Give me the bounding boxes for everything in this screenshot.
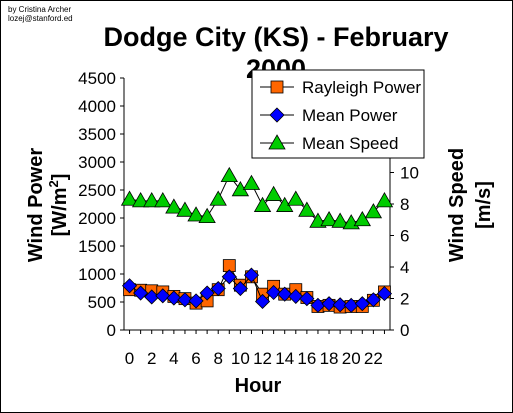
data-point-diamond: [177, 292, 193, 308]
legend-label: Rayleigh Power: [302, 78, 421, 97]
data-point-triangle: [131, 192, 150, 208]
data-point-triangle: [287, 190, 305, 206]
data-point-triangle: [187, 206, 205, 222]
data-point-diamond: [121, 278, 138, 294]
data-point-diamond: [266, 284, 282, 301]
data-point-triangle: [353, 210, 371, 227]
y-left-tick-label: 2500: [78, 181, 116, 200]
data-point-triangle: [198, 207, 216, 224]
x-tick-label: 8: [213, 349, 222, 368]
data-point-diamond: [210, 280, 226, 297]
data-point-diamond: [321, 296, 337, 312]
y-right-tick-label: 2: [400, 290, 409, 309]
data-point-diamond: [365, 292, 381, 308]
legend-label: Mean Speed: [302, 134, 398, 153]
y-left-label-unit-sup: 2: [46, 180, 61, 187]
data-point-diamond: [254, 293, 271, 310]
data-point-diamond: [133, 285, 149, 301]
y-left-tick-label: 0: [107, 321, 116, 340]
plot-area: 2000050010001500200025003000350040004500…: [78, 54, 419, 368]
data-point-diamond: [243, 267, 260, 283]
data-point-diamond: [299, 291, 315, 307]
data-point-diamond: [166, 290, 182, 306]
data-point-triangle: [143, 192, 161, 208]
y-left-label-unit-text: [W/m: [49, 188, 71, 237]
data-point-triangle: [320, 210, 338, 227]
legend: Rayleigh Power Mean Power Mean Speed: [251, 69, 425, 159]
data-point-triangle: [253, 196, 272, 212]
y-right-label-unit: [m/s]: [473, 181, 495, 229]
y-left-tick-label: 4500: [78, 69, 116, 88]
x-tick-label: 6: [191, 349, 200, 368]
credit-line-author: by Cristina Archer: [8, 5, 72, 14]
legend-label: Mean Power: [302, 106, 398, 125]
data-point-diamond: [155, 288, 171, 304]
data-point-triangle: [165, 198, 183, 214]
x-tick-label: 20: [342, 349, 361, 368]
data-point-triangle: [331, 212, 349, 228]
chart-title: Dodge City (KS) - February: [103, 22, 448, 52]
y-left-tick-label: 4000: [78, 97, 116, 116]
data-point-triangle: [375, 192, 394, 208]
x-axis-label: Hour: [235, 375, 282, 397]
data-point-triangle: [364, 203, 383, 219]
y-left-tick-label: 500: [88, 293, 116, 312]
y-axis-label-left: Wind Power [W/m2]: [25, 148, 71, 262]
data-point-diamond: [199, 285, 215, 301]
data-point-diamond: [232, 280, 248, 297]
y-right-tick-label: 6: [400, 227, 409, 246]
data-point-diamond: [332, 297, 348, 313]
y-left-tick-label: 1000: [78, 265, 116, 284]
data-point-triangle: [120, 190, 139, 206]
data-point-diamond: [144, 289, 160, 305]
data-point-triangle: [264, 185, 283, 201]
data-point-diamond: [354, 296, 370, 312]
series-mean-speed: [120, 166, 394, 230]
x-tick-label: 16: [297, 349, 316, 368]
x-tick-label: 0: [125, 349, 134, 368]
y-left-tick-label: 3500: [78, 125, 116, 144]
y-left-tick-label: 1500: [78, 237, 116, 256]
chart-title-line-1: Dodge City (KS) - February: [103, 22, 448, 52]
data-point-triangle: [242, 174, 261, 190]
y-right-tick-label: 0: [400, 321, 409, 340]
x-tick-label: 14: [275, 349, 294, 368]
y-right-tick-label: 4: [400, 258, 409, 277]
legend-marker-square: [270, 80, 284, 94]
data-point-diamond: [277, 286, 293, 302]
data-point-diamond: [288, 288, 304, 304]
y-left-label-unit: [W/m2]: [46, 174, 71, 237]
data-point-diamond: [376, 286, 393, 302]
x-tick-label: 18: [320, 349, 339, 368]
y-right-label-main: Wind Speed: [446, 148, 468, 262]
data-point-triangle: [209, 190, 227, 206]
data-point-diamond: [221, 269, 237, 285]
x-tick-label: 22: [364, 349, 383, 368]
legend-marker-triangle: [268, 134, 286, 150]
credit-line-email: lozej@stanford.ed: [8, 14, 73, 23]
x-tick-label: 2: [147, 349, 156, 368]
data-point-triangle: [298, 201, 316, 217]
x-tick-label: 10: [231, 349, 250, 368]
series-mean-power: [121, 267, 393, 313]
y-left-tick-label: 3000: [78, 153, 116, 172]
y-left-label-unit-close: ]: [49, 174, 71, 181]
series-line: [129, 174, 385, 224]
author-credit: by Cristina Archer lozej@stanford.ed: [8, 5, 73, 23]
legend-marker-diamond: [269, 107, 285, 123]
y-left-tick-label: 2000: [78, 209, 116, 228]
y-left-label-main: Wind Power: [25, 148, 47, 262]
y-right-tick-label: 8: [400, 195, 409, 214]
data-point-diamond: [188, 293, 204, 309]
x-tick-label: 4: [169, 349, 178, 368]
data-point-triangle: [220, 166, 238, 183]
y-axis-label-right: Wind Speed [m/s]: [446, 148, 495, 262]
data-point-triangle: [176, 201, 194, 217]
data-point-triangle: [154, 192, 172, 208]
y-right-tick-label: 10: [400, 164, 419, 183]
x-tick-label: 12: [253, 349, 272, 368]
